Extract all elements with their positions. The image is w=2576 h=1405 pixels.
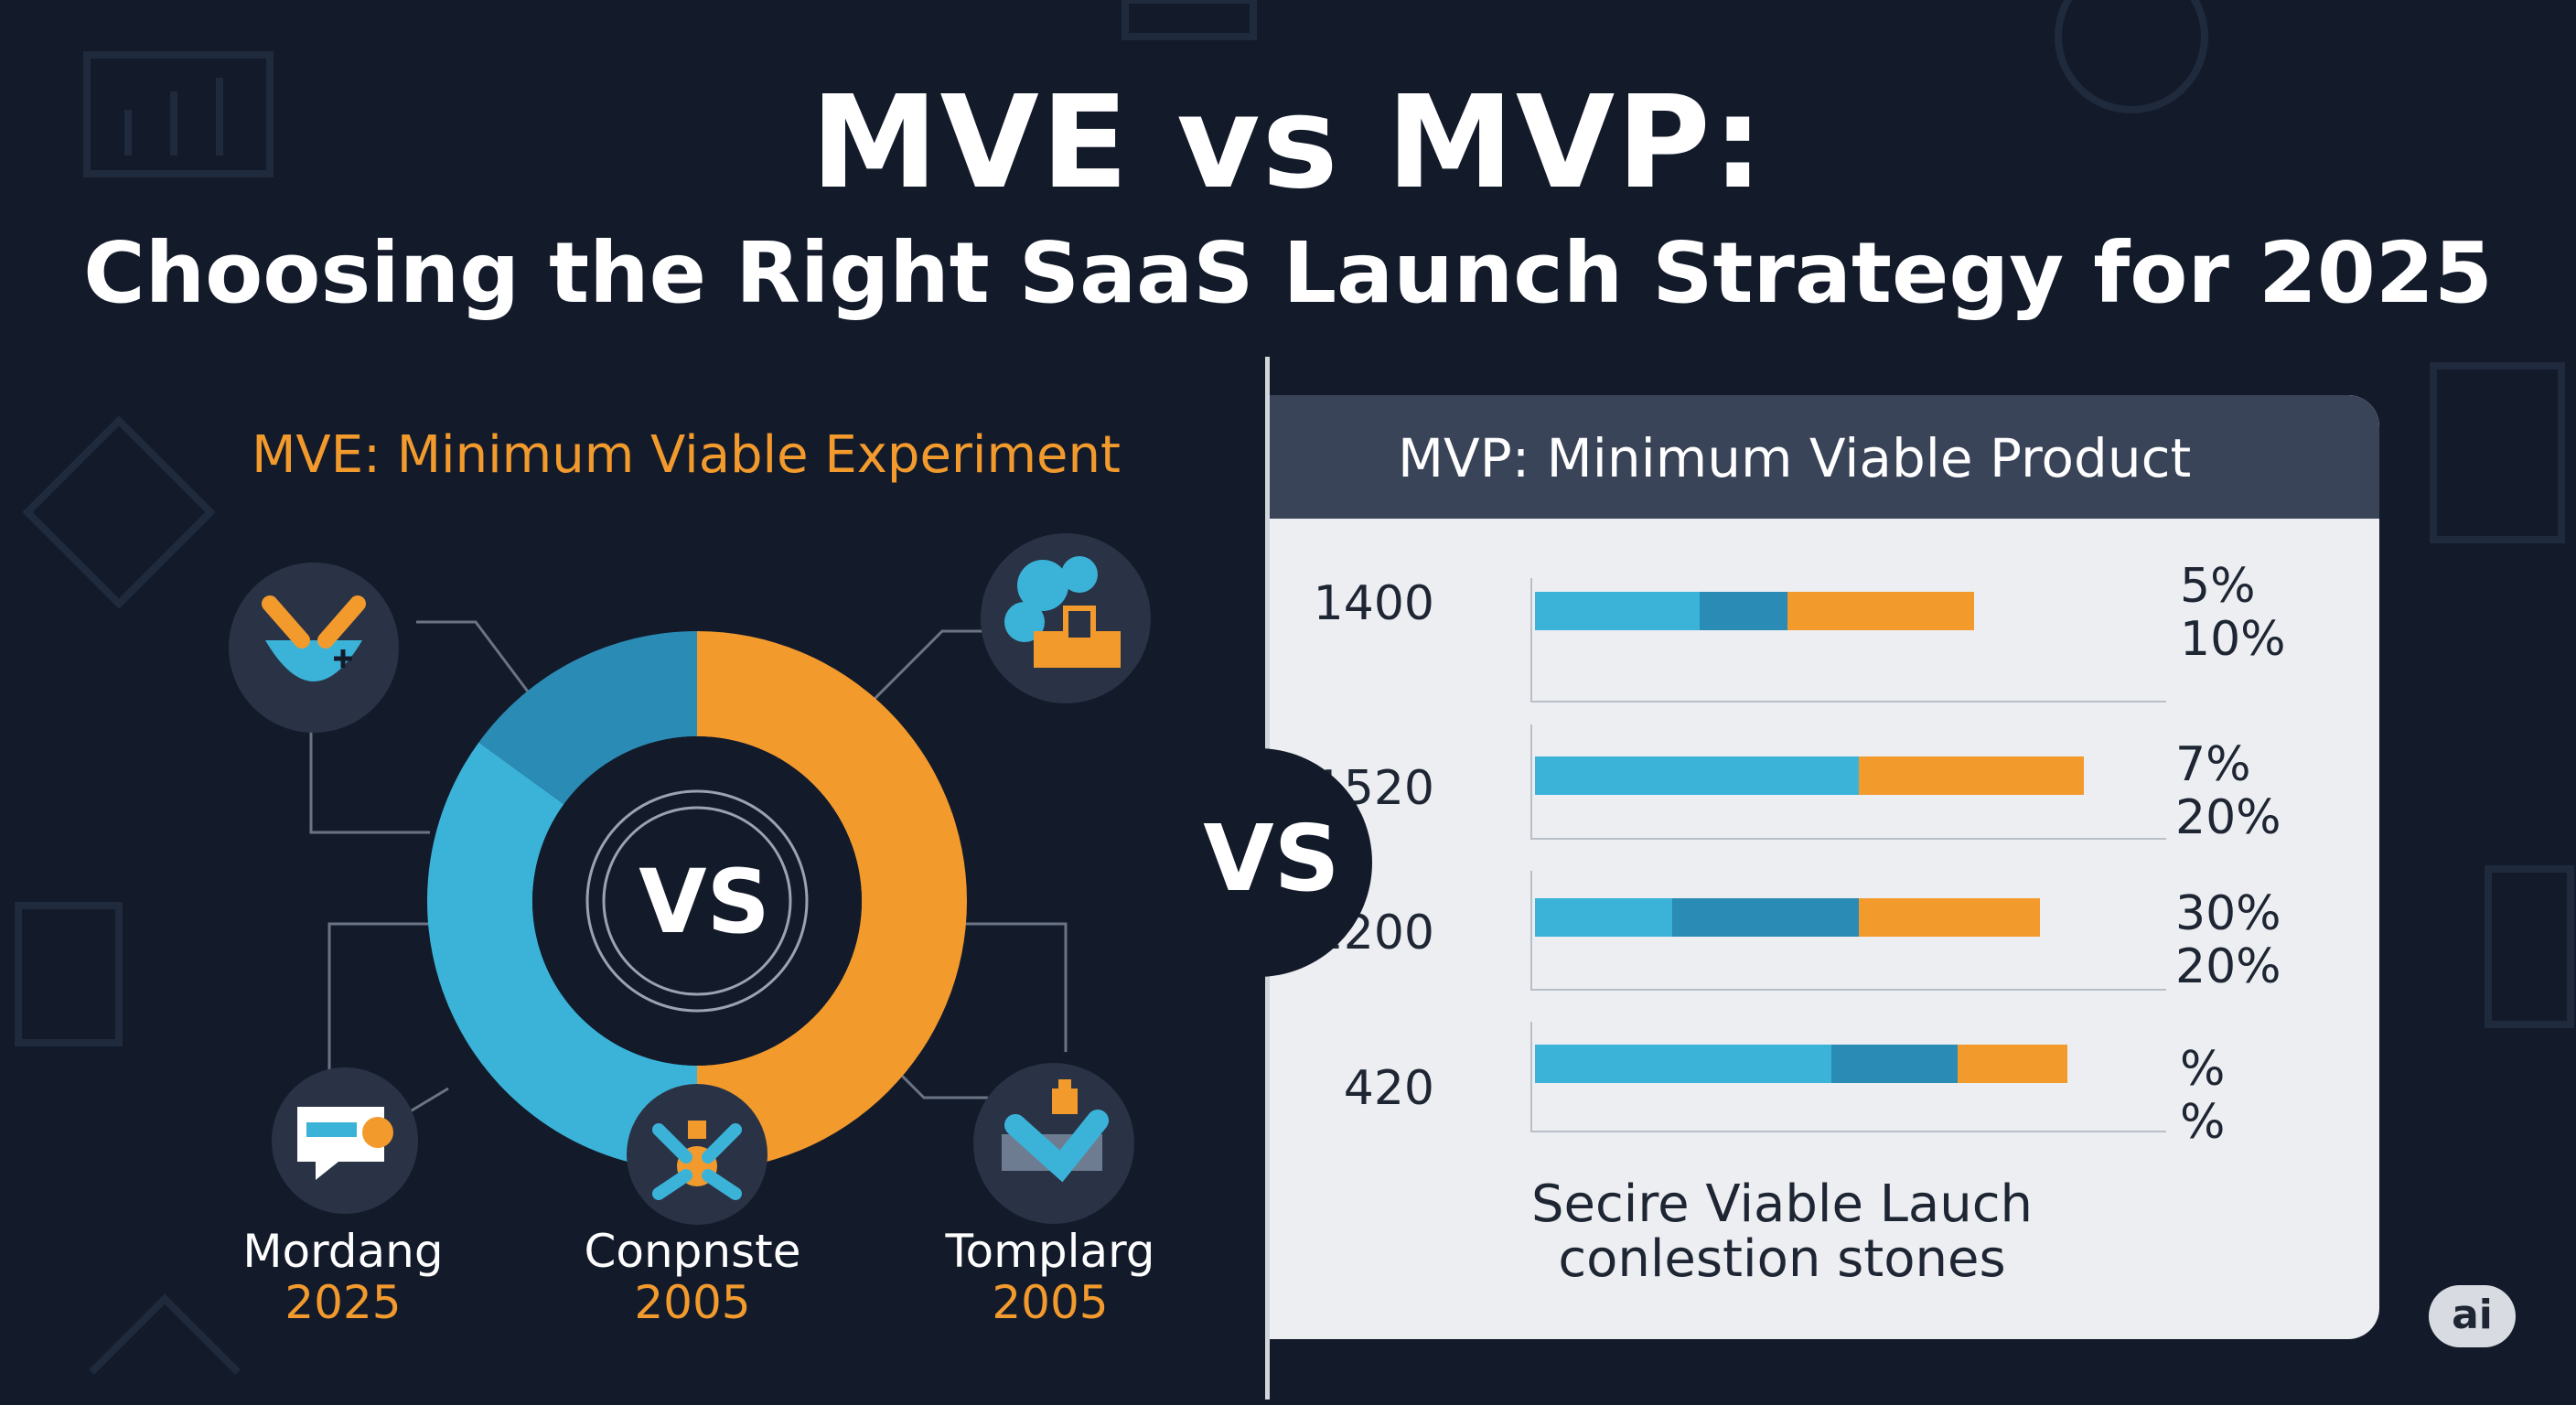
bar-segment-3-2 <box>1958 1045 2067 1083</box>
puzzle-piece-icon <box>973 1063 1134 1224</box>
bar-annotation-top: 5% <box>2180 559 2256 614</box>
network-icon <box>627 1084 767 1225</box>
bar-annotation-top: 30% <box>2175 886 2281 941</box>
bar-annotation: % % <box>2180 1043 2326 1149</box>
bar-annotation-bottom: 20% <box>2175 790 2281 845</box>
mve-donut-diagram <box>229 533 1151 1225</box>
connector-lines <box>309 620 1068 1118</box>
bar-annotation-bottom: 10% <box>2180 612 2286 667</box>
donut-slice-2 <box>478 631 697 805</box>
node-label-conpnste: Conpnste 2005 <box>546 1226 839 1328</box>
connector-puzzle-upper <box>951 922 1068 1052</box>
donut-hole <box>532 736 862 1066</box>
node-label-tomplarg: Tomplarg 2005 <box>904 1226 1197 1328</box>
mvp-panel: MVP: Minimum Viable Product 1400 1520 22… <box>1270 395 2379 1339</box>
vs-badge-label: VS <box>1203 805 1340 912</box>
bar-segment-1-2 <box>1859 756 2084 795</box>
bar-annotation: 30% 20% <box>2175 887 2322 993</box>
bar-annotation-bottom: 20% <box>2175 939 2281 994</box>
mve-heading: MVE: Minimum Viable Experiment <box>252 425 1121 485</box>
bar-segment-3-1 <box>1831 1045 1958 1083</box>
bar-category-label: 1400 <box>1313 576 1434 631</box>
bar-segment-2-0 <box>1535 898 1672 937</box>
connector-gear <box>867 629 997 706</box>
bar-annotation-bottom: % <box>2180 1095 2226 1150</box>
donut-inner-ring-outer <box>585 789 809 1013</box>
bar-category-label: 420 <box>1343 1061 1434 1116</box>
connector-bowl <box>416 620 532 696</box>
connector-chat-upper <box>327 922 439 1079</box>
donut-chart <box>426 631 967 1171</box>
node-name: Conpnste <box>584 1225 801 1278</box>
mvp-caption: Secire Viable Lauch conlestion stones <box>1434 1177 2130 1287</box>
window-icon-bg <box>1122 0 1257 40</box>
page-title: MVE vs MVP: <box>810 69 1766 218</box>
bar-segment-0-0 <box>1535 592 1700 630</box>
bar-axis <box>1530 724 2166 840</box>
bar-axis <box>1530 578 2166 702</box>
mvp-header: MVP: Minimum Viable Product <box>1270 395 2379 519</box>
mvp-heading: MVP: Minimum Viable Product <box>1398 427 2192 489</box>
bar-segment-0-2 <box>1787 592 1974 630</box>
node-year: 2025 <box>284 1276 402 1329</box>
ai-badge: ai <box>2429 1285 2516 1347</box>
bar-segment-2-1 <box>1672 898 1859 937</box>
bar-annotation-top: 7% <box>2175 737 2251 792</box>
node-label-mordang: Mordang 2025 <box>197 1226 489 1328</box>
connector-bowl-lower <box>309 686 430 834</box>
node-name: Mordang <box>242 1225 444 1278</box>
node-name: Tomplarg <box>945 1225 1155 1278</box>
bar-axis <box>1530 1022 2166 1132</box>
document-icon-bg <box>2430 362 2565 543</box>
donut-center-label: VS <box>639 851 770 953</box>
bar-axis <box>1530 871 2166 991</box>
bar-annotation: 7% 20% <box>2175 738 2322 844</box>
donut-slice-0 <box>697 631 967 1171</box>
mvp-caption-line2: conlestion stones <box>1558 1229 2006 1289</box>
node-year: 2005 <box>992 1276 1109 1329</box>
donut-inner-ring-inner <box>602 806 792 996</box>
bar-annotation: 5% 10% <box>2180 560 2326 666</box>
mvp-bar-chart <box>1530 578 2166 1132</box>
bowl-icon <box>229 563 399 733</box>
mvp-caption-line1: Secire Viable Lauch <box>1531 1174 2033 1234</box>
bar-segment-2-2 <box>1859 898 2040 937</box>
bar-annotation-top: % <box>2180 1042 2226 1097</box>
bar-segment-0-1 <box>1700 592 1787 630</box>
vs-badge <box>1143 748 1372 977</box>
bar-segment-3-0 <box>1535 1045 1831 1083</box>
puzzle-gear-icon <box>981 533 1151 703</box>
donut-slice-1 <box>426 742 697 1171</box>
chat-bubble-icon <box>272 1067 418 1214</box>
panel-icon-bg <box>2485 865 2574 1028</box>
bar-segment-1-0 <box>1535 756 1859 795</box>
page-subtitle: Choosing the Right SaaS Launch Strategy … <box>83 224 2493 322</box>
node-year: 2005 <box>634 1276 751 1329</box>
